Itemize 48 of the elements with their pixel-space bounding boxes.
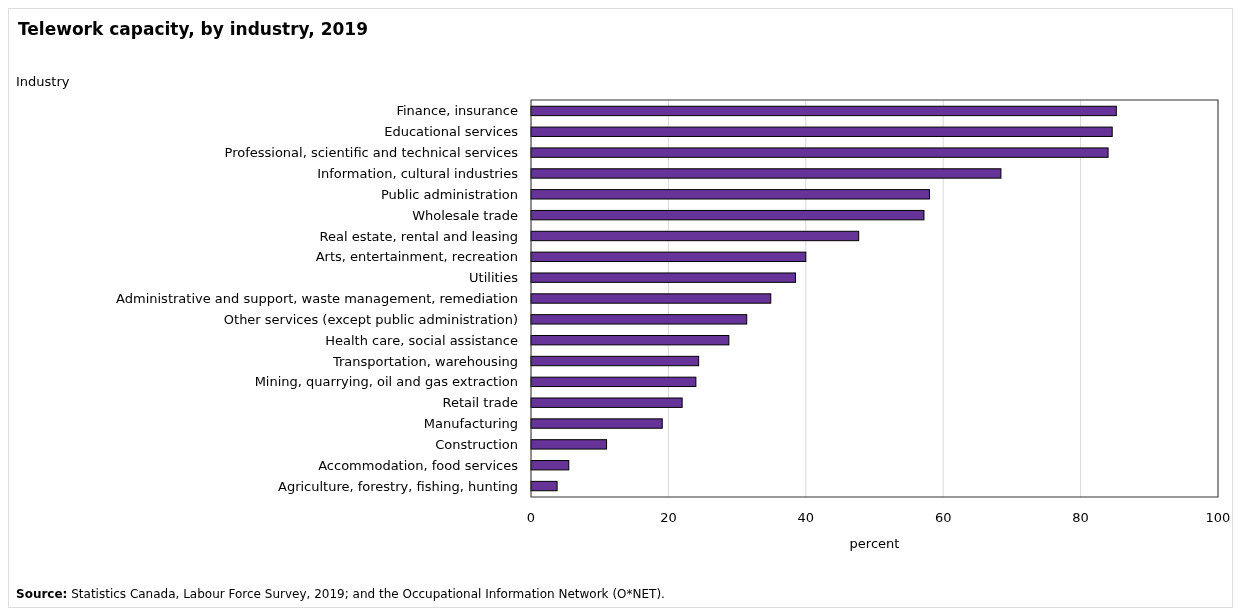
y-tick-label: Public administration: [380, 186, 518, 202]
bar: [530, 397, 683, 408]
bar: [530, 439, 608, 450]
bar: [530, 334, 730, 346]
bar: [530, 230, 860, 242]
bar: [530, 272, 796, 283]
bar: [530, 209, 925, 221]
bar: [530, 460, 570, 471]
y-tick-label: Utilities: [469, 270, 519, 286]
bar: [530, 251, 807, 263]
x-tick-label: 40: [797, 510, 815, 525]
y-tick-label: Real estate, rental and leasing: [319, 228, 518, 244]
text: Telework capacity, by industry, 2019: [18, 19, 369, 39]
y-tick-label: Retail trade: [442, 395, 518, 411]
bar: [530, 480, 558, 492]
bar: [530, 147, 1109, 158]
x-tick-label: 80: [1072, 510, 1089, 525]
y-tick-label: Educational services: [384, 124, 519, 140]
y-tick-label: Wholesale trade: [412, 207, 518, 223]
x-axis-title: percent: [849, 536, 900, 551]
y-tick-label: Transportation, warehousing: [331, 353, 518, 369]
x-tick-label: 0: [526, 510, 536, 525]
bar: [530, 418, 663, 429]
bar: [530, 314, 748, 325]
bar: [530, 189, 930, 200]
y-tick-label: Accommodation, food services: [318, 457, 519, 473]
y-axis-title: Industry: [16, 74, 70, 89]
y-tick-label: Health care, social assistance: [325, 332, 518, 348]
bar: [530, 105, 1117, 117]
y-tick-label: Mining, quarrying, oil and gas extraction: [254, 374, 518, 390]
y-tick-label: Finance, insurance: [396, 103, 518, 119]
y-tick-label: Professional, scientific and technical services: [224, 145, 519, 161]
bar: [530, 376, 697, 388]
x-tick-label: 100: [1205, 510, 1231, 525]
y-tick-label: Administrative and support, waste management, remediation: [116, 291, 518, 307]
bar: [530, 168, 1002, 179]
y-tick-label: Arts, entertainment, recreation: [315, 249, 518, 265]
bar: [530, 355, 700, 367]
y-tick-label: Construction: [435, 436, 518, 452]
bar: [530, 293, 772, 304]
y-tick-label: Other services (except public administration): [223, 311, 518, 327]
y-tick-label: Agriculture, forestry, fishing, hunting: [277, 478, 518, 494]
x-tick-label: 20: [660, 510, 677, 525]
y-tick-label: Information, cultural industries: [317, 166, 519, 182]
bar: [530, 126, 1113, 137]
y-tick-label: Manufacturing: [423, 416, 518, 432]
x-tick-label: 60: [934, 510, 952, 525]
source-note: Source: Statistics Canada, Labour Force Survey, 2019; and the Occupational Information Network (O*NET).: [16, 587, 665, 601]
